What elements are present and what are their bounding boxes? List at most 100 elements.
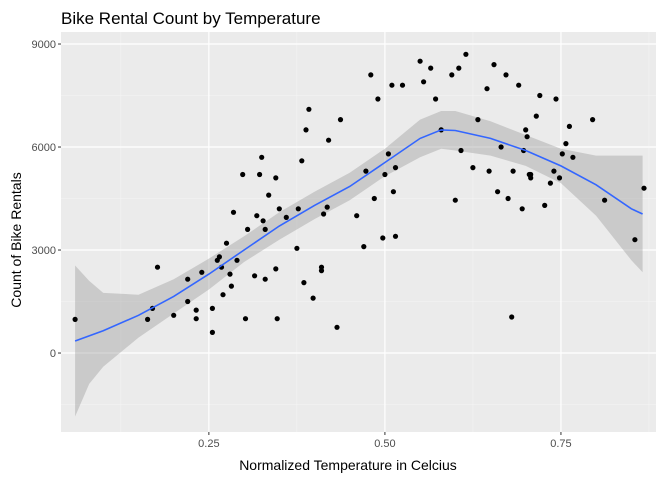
data-point (553, 96, 559, 102)
minor-gridlines (61, 32, 656, 432)
y-axis-ticks: 0 3000 6000 9000 (32, 39, 61, 360)
data-points (72, 51, 647, 335)
data-point (602, 197, 608, 203)
data-point (303, 127, 309, 133)
data-point (260, 218, 266, 224)
data-point (216, 254, 222, 260)
x-axis-ticks: 0.25 0.50 0.75 (198, 432, 572, 450)
data-point (486, 168, 492, 174)
data-point (542, 202, 548, 208)
data-point (273, 175, 279, 181)
data-point (295, 206, 301, 212)
data-point (220, 292, 226, 298)
data-point (72, 316, 78, 322)
data-point (299, 158, 305, 164)
data-point (227, 271, 233, 277)
data-point (266, 192, 272, 198)
x-tick-label: 0.50 (374, 438, 395, 450)
data-point (257, 171, 263, 178)
data-point (392, 165, 399, 171)
data-point (154, 264, 161, 270)
data-point (334, 324, 340, 330)
data-point (254, 213, 260, 219)
data-point (262, 226, 268, 232)
data-point (566, 123, 573, 129)
x-axis-title: Normalized Temperature in Celcius (239, 457, 457, 473)
data-point (228, 283, 234, 289)
data-point (209, 305, 215, 311)
data-point (273, 266, 279, 272)
data-point (533, 113, 539, 119)
data-point (509, 314, 515, 320)
data-point (475, 117, 481, 123)
smooth-line (74, 129, 643, 342)
data-point (240, 171, 246, 178)
data-point (524, 134, 530, 140)
y-tick-label: 9000 (32, 39, 56, 51)
data-point (484, 86, 490, 92)
data-point (259, 154, 265, 160)
data-point (519, 206, 525, 212)
plot-panel (61, 32, 656, 432)
data-point (310, 295, 316, 301)
data-point (382, 171, 388, 178)
data-point (392, 233, 399, 239)
data-point (321, 211, 327, 217)
data-point (449, 72, 455, 78)
data-point (361, 244, 367, 250)
confidence-band (75, 111, 643, 417)
data-point (390, 189, 396, 195)
data-point (491, 62, 497, 68)
data-point (632, 237, 638, 243)
data-point (428, 65, 434, 71)
data-point (306, 106, 312, 112)
data-point (252, 273, 258, 279)
data-point (528, 171, 534, 178)
data-point (458, 147, 464, 154)
data-point (234, 257, 240, 263)
data-point (399, 82, 406, 88)
x-tick-label: 0.75 (550, 438, 571, 450)
data-point (551, 168, 557, 174)
data-point (318, 264, 325, 270)
data-point (570, 154, 576, 160)
data-point (417, 58, 423, 64)
x-tick-label: 0.25 (198, 438, 219, 450)
data-point (375, 96, 381, 102)
y-axis-title: Count of Bike Rentals (8, 172, 24, 307)
data-point (556, 175, 563, 181)
data-point (193, 316, 199, 322)
data-point (421, 79, 427, 85)
data-point (510, 168, 516, 174)
data-point (354, 213, 360, 219)
data-point (389, 82, 395, 88)
data-point (185, 298, 191, 305)
data-point (262, 276, 268, 282)
data-point (324, 204, 330, 210)
data-point (433, 96, 439, 102)
data-point (276, 206, 282, 212)
data-point (495, 189, 501, 195)
data-point (185, 276, 191, 282)
data-point (283, 214, 289, 220)
data-point (456, 65, 462, 71)
y-tick-label: 3000 (32, 245, 56, 257)
data-point (209, 329, 215, 335)
data-point (223, 240, 230, 246)
data-point (337, 117, 344, 123)
data-point (563, 141, 569, 147)
data-point (326, 137, 332, 143)
data-point (452, 197, 458, 203)
y-tick-label: 6000 (32, 142, 56, 154)
data-point (294, 245, 300, 251)
chart-title: Bike Rental Count by Temperature (61, 9, 321, 28)
y-tick-label: 0 (50, 348, 56, 360)
data-point (242, 316, 249, 322)
data-point (505, 195, 511, 202)
data-point (523, 127, 529, 133)
data-point (380, 235, 386, 241)
data-point (503, 72, 509, 78)
data-point (498, 144, 504, 150)
data-point (245, 226, 251, 232)
